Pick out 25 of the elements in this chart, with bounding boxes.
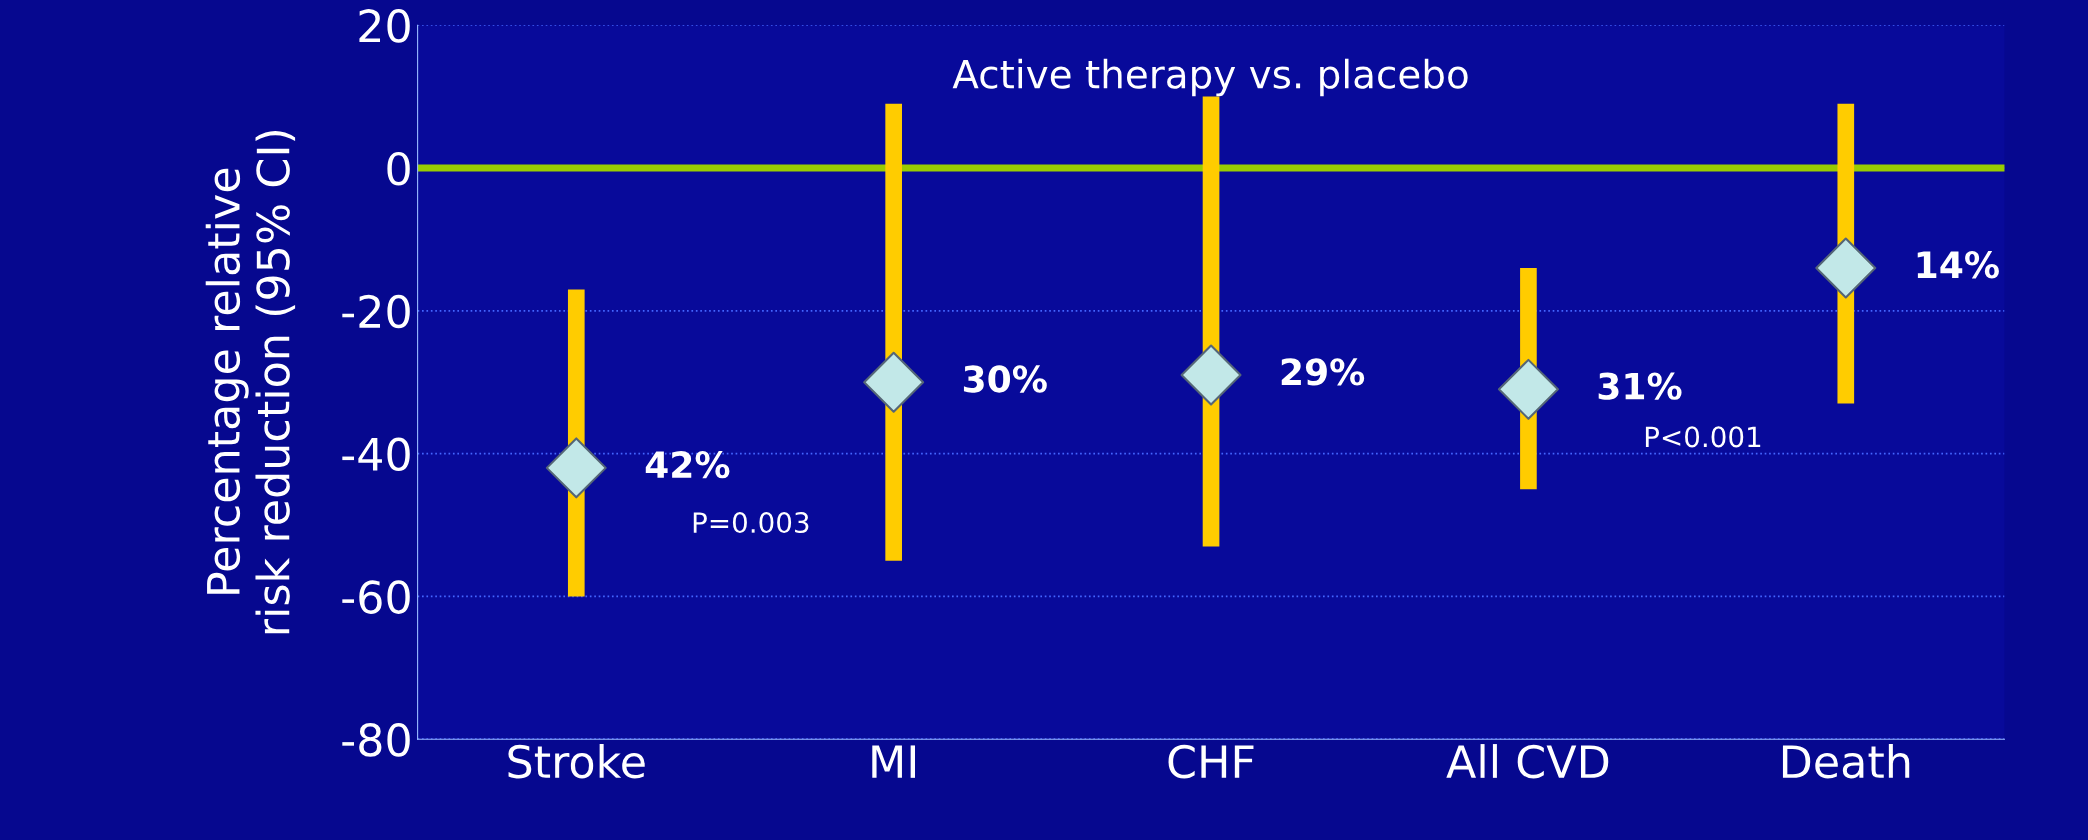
point bbox=[1815, 237, 1877, 299]
y-tick-label: -80 bbox=[342, 723, 410, 757]
y-tick-label: -40 bbox=[342, 437, 410, 472]
annotation: P=0.003 bbox=[693, 512, 809, 534]
annotation: 29% bbox=[1281, 358, 1365, 386]
annotation: 31% bbox=[1598, 372, 1682, 400]
point bbox=[1180, 344, 1242, 406]
x-tick-label: Death bbox=[1782, 744, 1910, 779]
text: Active therapy vs. placebo bbox=[952, 58, 1468, 97]
y-tick-label: 20 bbox=[359, 9, 410, 43]
point bbox=[1497, 358, 1559, 420]
y-tick-label: -60 bbox=[342, 580, 410, 614]
annotation: 14% bbox=[1917, 251, 1999, 279]
point bbox=[863, 351, 925, 413]
annotation: P<0.001 bbox=[1645, 426, 1761, 448]
annotation: 42% bbox=[645, 451, 730, 479]
y-axis-title: Percentage relative risk reduction (95% CI) bbox=[205, 130, 296, 634]
x-tick-label: CHF bbox=[1168, 744, 1254, 779]
y-tick-label: 0 bbox=[387, 151, 410, 186]
annotation: 30% bbox=[963, 365, 1047, 393]
point bbox=[545, 437, 607, 499]
x-tick-label: Stroke bbox=[508, 744, 645, 779]
y-tick-label: -20 bbox=[342, 294, 410, 329]
x-tick-label: All CVD bbox=[1446, 744, 1609, 779]
x-tick-label: MI bbox=[872, 745, 916, 778]
